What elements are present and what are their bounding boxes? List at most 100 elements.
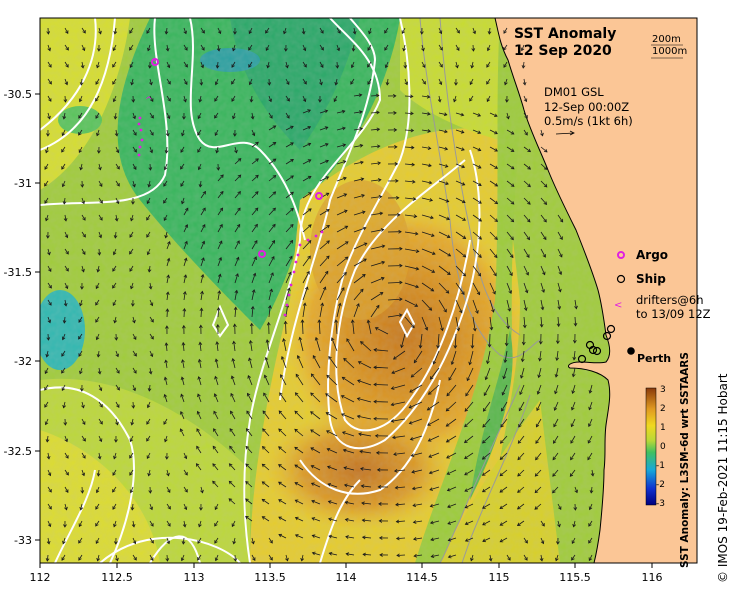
current-vector-head (453, 98, 457, 103)
current-vector (489, 231, 498, 240)
current-vector (115, 214, 118, 221)
current-vector-head (82, 29, 86, 34)
current-vector-head (340, 395, 345, 399)
current-vector-head (113, 235, 118, 239)
current-vector-head (310, 392, 314, 396)
current-vector (470, 554, 474, 561)
current-vector-head (264, 356, 269, 361)
current-vector (396, 537, 406, 539)
current-vector-head (78, 353, 82, 357)
current-vector (132, 163, 137, 170)
current-vector-head (96, 132, 100, 137)
current-vector-head (283, 320, 288, 325)
current-vector-head (308, 192, 312, 196)
current-vector (472, 44, 474, 52)
current-vector-head (307, 126, 312, 130)
current-vector-head (199, 307, 204, 312)
current-vector-head (133, 148, 137, 153)
current-vector-head (486, 80, 490, 85)
current-vector (333, 95, 338, 102)
current-vector-head (237, 174, 242, 179)
current-vector-head (184, 81, 188, 86)
current-vector-head (342, 126, 346, 131)
current-vector-head (446, 234, 451, 239)
current-vector (234, 290, 238, 301)
current-vector-head (78, 335, 82, 340)
legend-drifters-time: to 13/09 12Z (636, 307, 711, 321)
current-vector-head (115, 353, 119, 358)
current-vector (421, 282, 434, 292)
current-vector-head (82, 233, 86, 238)
current-vector (352, 44, 355, 52)
current-vector (265, 44, 270, 51)
current-vector (268, 554, 273, 561)
current-vector-head (499, 505, 504, 510)
current-vector-head (359, 288, 364, 293)
current-vector-head (116, 370, 120, 374)
current-vector (98, 367, 101, 374)
current-vector (482, 537, 491, 542)
current-vector (268, 191, 276, 199)
current-vector-head (526, 218, 531, 223)
current-vector-head (361, 501, 365, 506)
current-vector (198, 520, 202, 527)
current-vector-head (328, 534, 333, 539)
current-vector (521, 44, 525, 51)
current-vector-head (272, 158, 277, 162)
current-vector-head (150, 523, 154, 527)
current-vector (540, 537, 544, 544)
current-vector-head (367, 63, 371, 68)
current-vector-head (477, 165, 482, 169)
current-vector-head (337, 302, 342, 307)
current-vector-head (324, 270, 329, 275)
current-vector (149, 163, 151, 171)
current-vector-head (572, 356, 577, 361)
current-vector (251, 306, 254, 318)
current-vector (251, 256, 257, 267)
current-vector-head (231, 98, 235, 102)
current-vector (132, 333, 137, 340)
current-vector (517, 520, 525, 526)
current-vector-head (113, 319, 117, 324)
current-vector (250, 95, 253, 102)
current-vector (517, 435, 525, 444)
current-vector (96, 486, 100, 493)
current-vector-head (148, 370, 153, 375)
current-vector-head (310, 465, 315, 469)
current-vector (375, 327, 389, 335)
current-vector-head (215, 324, 220, 328)
current-vector (353, 211, 366, 216)
current-vector (536, 401, 542, 411)
current-vector-head (112, 472, 116, 476)
current-vector (362, 536, 372, 539)
current-vector-head (133, 352, 137, 357)
current-vector (464, 435, 474, 443)
current-vector-head (428, 470, 433, 475)
current-vector-head (163, 376, 168, 381)
current-vector (311, 517, 321, 522)
current-vector (455, 265, 466, 277)
current-vector (47, 333, 49, 341)
current-vector (336, 193, 347, 199)
current-vector (570, 452, 576, 460)
current-vector-head (482, 505, 486, 509)
current-vector-head (360, 160, 364, 165)
current-vector (302, 126, 311, 131)
current-vector-head (325, 393, 329, 397)
current-vector-head (218, 240, 223, 245)
colorbar-tick: -2 (656, 480, 665, 490)
current-vector (438, 180, 449, 185)
current-vector (81, 197, 85, 204)
current-vector (166, 112, 170, 119)
current-vector (295, 534, 304, 539)
current-vector (555, 367, 559, 378)
current-vector (341, 413, 355, 420)
current-vector (278, 481, 287, 488)
current-vector-head (302, 98, 307, 103)
current-vector-head (491, 309, 495, 313)
current-vector-head (571, 373, 576, 378)
current-vector-head (396, 212, 401, 217)
current-vector (62, 537, 66, 544)
current-vector-head (408, 420, 413, 425)
current-vector-head (432, 360, 437, 365)
